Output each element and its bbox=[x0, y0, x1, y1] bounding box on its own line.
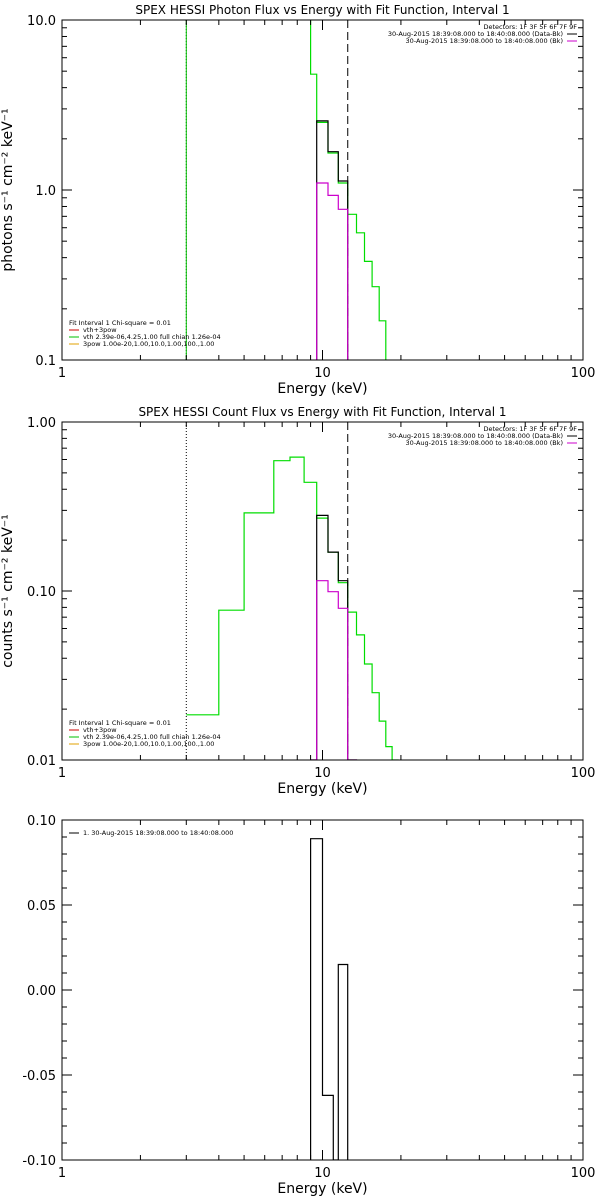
series-line-1 bbox=[310, 838, 349, 1160]
y-tick-label: 0.10 bbox=[27, 814, 56, 829]
legend-item-label: vth 2.39e-06,4.25,1.00 full chian 1.26e-… bbox=[83, 733, 221, 741]
x-tick-label: 100 bbox=[571, 766, 596, 781]
y-tick-label: 1.0 bbox=[35, 184, 56, 199]
chart-1: SPEX HESSI Photon Flux vs Energy with Fi… bbox=[0, 3, 595, 397]
x-axis-label: Energy (keV) bbox=[277, 381, 367, 397]
y-tick-label: 0.00 bbox=[27, 984, 56, 999]
y-tick-label: -0.10 bbox=[22, 1154, 56, 1169]
y-tick-label: -0.05 bbox=[22, 1069, 56, 1084]
y-tick-label: 0.10 bbox=[27, 585, 56, 600]
plot-frame bbox=[61, 421, 584, 761]
legend-fit-header: Fit Interval 1 Chi-square = 0.01 bbox=[69, 719, 171, 727]
x-tick-label: 1 bbox=[58, 766, 66, 781]
chart-title: SPEX HESSI Count Flux vs Energy with Fit… bbox=[138, 405, 506, 419]
series-line-3 bbox=[316, 182, 349, 360]
x-axis-label: Energy (keV) bbox=[277, 781, 367, 797]
legend-item-label: 30-Aug-2015 18:39:08.000 to 18:40:08.000… bbox=[388, 432, 563, 440]
series-line-2 bbox=[310, 514, 358, 760]
legend-item-label: 30-Aug-2015 18:39:08.000 to 18:40:08.000… bbox=[406, 37, 563, 45]
y-tick-label: 0.01 bbox=[27, 754, 56, 769]
x-tick-label: 10 bbox=[314, 1166, 331, 1181]
y-axis-label: photons s⁻¹ cm⁻² keV⁻¹ bbox=[0, 108, 16, 271]
legend-item-label: vth+3pow bbox=[83, 326, 117, 334]
legend-item-label: vth+3pow bbox=[83, 726, 117, 734]
x-tick-label: 10 bbox=[314, 766, 331, 781]
series-line-2 bbox=[316, 120, 349, 360]
y-axis-label: counts s⁻¹ cm⁻² keV⁻¹ bbox=[0, 514, 16, 668]
plot-frame bbox=[61, 19, 584, 361]
y-tick-label: 1.00 bbox=[27, 416, 56, 431]
series-line-1 bbox=[310, 20, 387, 360]
y-tick-label: 10.0 bbox=[27, 14, 56, 29]
x-tick-label: 1 bbox=[58, 366, 66, 381]
legend-item-label: 3pow 1.00e-20,1.00,10.0,1.00,100.,1.00 bbox=[83, 740, 214, 748]
chart-3: 1 10 100 Energy (keV) -0.10 -0.05 0.00 0.05 0.10… bbox=[22, 814, 595, 1197]
legend-item-label: 3pow 1.00e-20,1.00,10.0,1.00,100.,1.00 bbox=[83, 340, 214, 348]
legend-detectors: Detectors: 1F 3F 5F 6F 7F 9F bbox=[483, 23, 577, 31]
series-line-3 bbox=[310, 580, 358, 760]
legend-item-label: 30-Aug-2015 18:39:08.000 to 18:40:08.000… bbox=[406, 439, 563, 447]
legend-fit-header: Fit Interval 1 Chi-square = 0.01 bbox=[69, 319, 171, 327]
x-tick-label: 100 bbox=[571, 366, 596, 381]
legend-item-label: 1. 30-Aug-2015 18:39:08.000 to 18:40:08.… bbox=[83, 829, 233, 837]
legend-item-label: 30-Aug-2015 18:39:08.000 to 18:40:08.000… bbox=[388, 30, 563, 38]
y-tick-label: 0.05 bbox=[27, 899, 56, 914]
legend-detectors: Detectors: 1F 3F 5F 6F 7F 9F bbox=[483, 425, 577, 433]
x-axis-label: Energy (keV) bbox=[277, 1181, 367, 1197]
chart-2: SPEX HESSI Count Flux vs Energy with Fit… bbox=[0, 405, 595, 797]
x-tick-label: 100 bbox=[571, 1166, 596, 1181]
x-tick-label: 1 bbox=[58, 1166, 66, 1181]
legend-item-label: vth 2.39e-06,4.25,1.00 full chian 1.26e-… bbox=[83, 333, 221, 341]
chart-title: SPEX HESSI Photon Flux vs Energy with Fi… bbox=[135, 3, 509, 17]
y-tick-label: 0.1 bbox=[35, 354, 56, 369]
series-line-1 bbox=[186, 456, 399, 760]
x-tick-label: 10 bbox=[314, 366, 331, 381]
